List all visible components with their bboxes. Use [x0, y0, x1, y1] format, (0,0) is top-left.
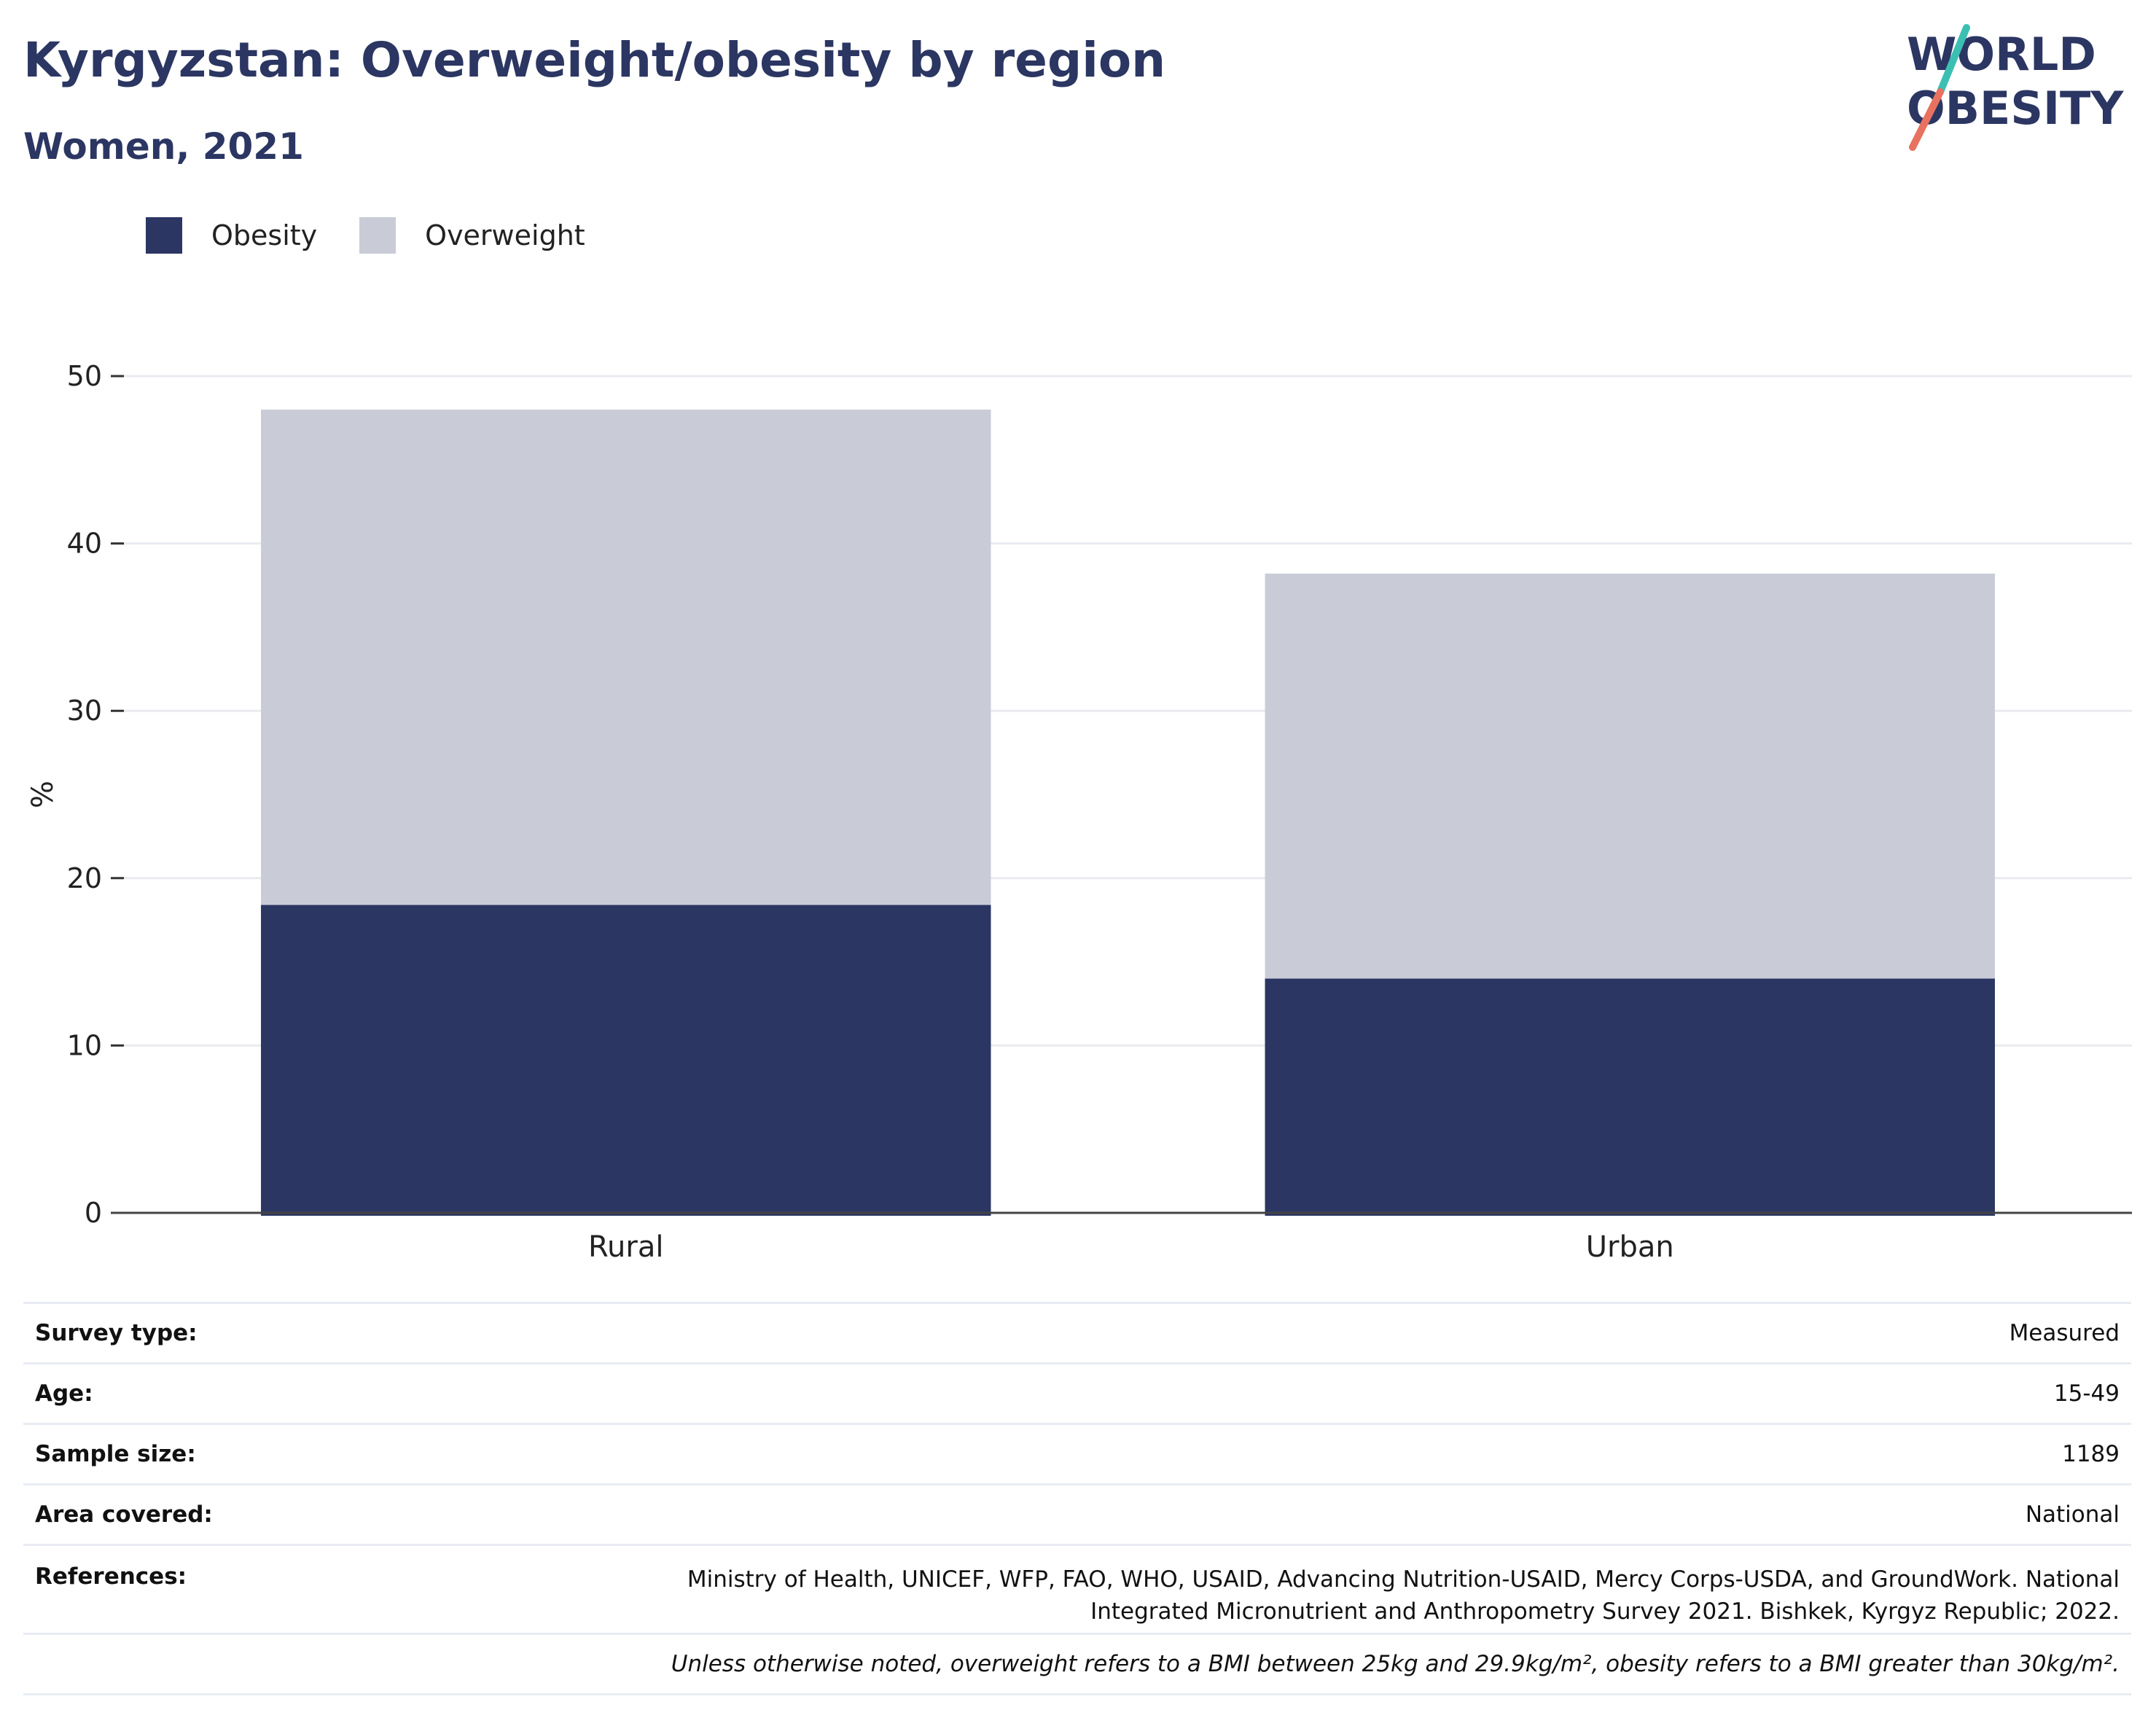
logo-text-world: WORLD — [1907, 28, 2096, 81]
age-value: 15-49 — [2053, 1380, 2120, 1407]
y-tick-label-20: 20 — [67, 862, 102, 894]
sample-size-value: 1189 — [2062, 1441, 2120, 1467]
legend-swatch-obesity — [146, 217, 182, 254]
x-tick-label-urban: Urban — [1586, 1230, 1674, 1264]
y-tick-label-0: 0 — [85, 1197, 102, 1229]
world-obesity-logo: WORLD OBESITY — [1907, 24, 2124, 151]
area-covered-value: National — [2025, 1501, 2120, 1528]
info-row-references: References: Ministry of Health, UNICEF, … — [23, 1544, 2131, 1633]
y-tick-label-50: 50 — [67, 360, 102, 392]
survey-type-value: Measured — [2009, 1320, 2120, 1346]
legend-swatch-overweight — [359, 217, 397, 254]
legend-item-overweight[interactable]: Overweight — [359, 217, 585, 254]
survey-type-label: Survey type: — [35, 1320, 198, 1346]
logo-slash-bottom — [1909, 88, 1944, 151]
y-tick-label-10: 10 — [67, 1029, 102, 1061]
chart-title: Kyrgyzstan: Overweight/obesity by region — [23, 32, 1166, 88]
survey-info-table: Survey type: Measured Age: 15-49 Sample … — [23, 1302, 2131, 1695]
info-row-area-covered: Area covered: National — [23, 1483, 2131, 1544]
y-tick-label-30: 30 — [67, 695, 102, 727]
bar-urban-overweight — [1265, 573, 1995, 979]
legend-label-overweight: Overweight — [425, 219, 585, 251]
y-tick-label-40: 40 — [67, 528, 102, 560]
legend-label-obesity: Obesity — [211, 219, 318, 251]
x-tick-label-rural: Rural — [588, 1230, 663, 1264]
age-label: Age: — [35, 1380, 93, 1407]
chart-subtitle: Women, 2021 — [23, 125, 304, 168]
info-row-survey-type: Survey type: Measured — [23, 1302, 2131, 1362]
info-row-note: Unless otherwise noted, overweight refer… — [23, 1633, 2131, 1695]
info-row-age: Age: 15-49 — [23, 1362, 2131, 1423]
info-row-sample-size: Sample size: 1189 — [23, 1423, 2131, 1483]
area-covered-label: Area covered: — [35, 1501, 213, 1528]
chart-legend: Obesity Overweight — [146, 216, 628, 255]
bmi-definition-note: Unless otherwise noted, overweight refer… — [671, 1651, 2120, 1677]
y-axis-label: % — [26, 781, 60, 808]
sample-size-label: Sample size: — [35, 1441, 196, 1467]
bar-rural-obesity — [261, 905, 991, 1216]
references-label: References: — [35, 1563, 187, 1590]
legend-item-obesity[interactable]: Obesity — [146, 217, 317, 254]
stacked-bar-chart: 0 10 20 30 40 50% Rural Urban — [26, 360, 2132, 1264]
logo-slash-top — [1937, 24, 1970, 95]
references-value: Ministry of Health, UNICEF, WFP, FAO, WH… — [687, 1566, 2120, 1625]
bar-urban-obesity — [1265, 978, 1995, 1216]
bar-rural-overweight — [261, 409, 991, 905]
